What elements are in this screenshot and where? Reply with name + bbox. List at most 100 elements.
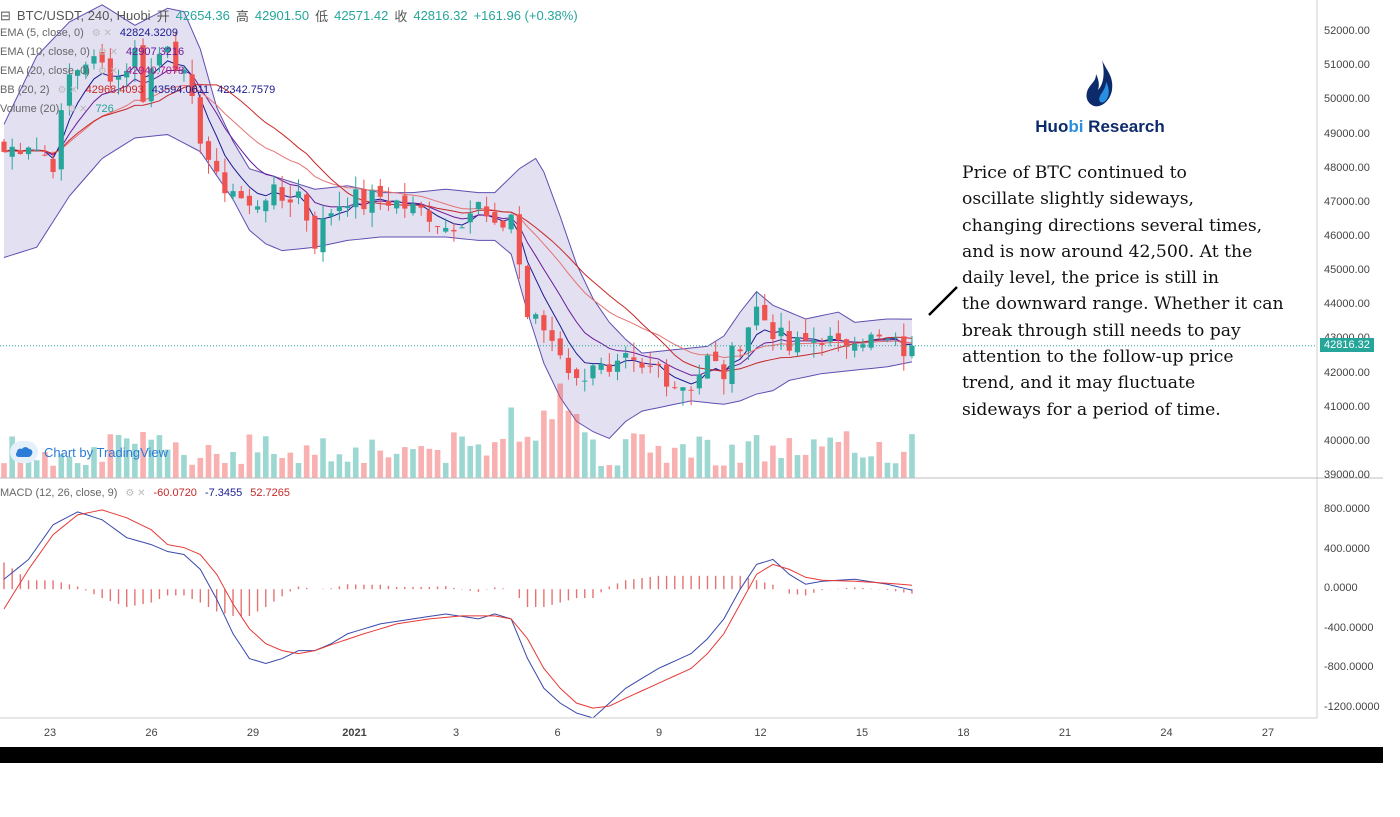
candle <box>320 218 326 253</box>
tradingview-text: Chart by TradingView <box>44 444 169 460</box>
candle <box>394 200 400 209</box>
candle <box>696 374 702 389</box>
price-tick-label: 52000.00 <box>1324 25 1370 38</box>
volume-bar <box>541 410 547 478</box>
symbol-label[interactable]: BTC/USDT, 240, Huobi <box>16 8 151 23</box>
volume-bar <box>745 441 752 478</box>
volume-bar <box>696 436 703 478</box>
price-tick-label: 40000.00 <box>1324 434 1370 447</box>
macd-tick-label: 400.0000 <box>1324 542 1370 555</box>
band-fill <box>4 4 912 439</box>
volume-bar <box>451 432 457 478</box>
candle <box>99 51 105 63</box>
candle <box>115 76 122 80</box>
volume-bar <box>115 434 122 478</box>
price-tick-label: 53000.00 <box>1324 0 1370 3</box>
collapse-icon[interactable]: ⊟ <box>0 7 11 23</box>
indicator-ema20[interactable]: EMA (20, close, 0) ⚙ ✕ 42940.7078 <box>0 65 184 77</box>
candle <box>328 213 334 217</box>
indicator-value: 42824.3209 <box>119 27 179 39</box>
volume-bar <box>156 435 163 478</box>
candle <box>173 41 179 71</box>
ema-line-10 <box>3 69 913 376</box>
last-price-tag: 42816.32 <box>1320 337 1374 352</box>
indicator-macd[interactable]: MACD (12, 26, close, 9) ⚙ ✕ -60.0720 -7.… <box>0 487 290 499</box>
candle <box>524 265 531 317</box>
candle <box>762 304 768 321</box>
volume-bar <box>434 449 441 478</box>
candle <box>893 337 899 339</box>
candle <box>606 364 612 372</box>
volume-bar <box>680 444 686 478</box>
indicator-name: Volume (20) <box>0 103 60 115</box>
bb-basis-line <box>3 84 913 372</box>
volume-bar <box>835 441 842 478</box>
candle <box>745 327 751 352</box>
candle <box>794 337 801 353</box>
logo-word: Huo <box>1035 117 1069 136</box>
volume-bar <box>794 455 801 478</box>
indicator-name: EMA (20, close, 0) <box>0 65 90 77</box>
volume-bar <box>573 413 580 478</box>
candle <box>140 45 146 102</box>
volume-bar <box>205 445 212 478</box>
candle <box>672 387 678 389</box>
candle <box>704 355 711 379</box>
time-tick-label: 27 <box>1261 727 1275 739</box>
candle <box>623 353 629 358</box>
time-tick-label: 9 <box>655 727 663 739</box>
candle <box>639 362 645 368</box>
close-value: 42816.32 <box>413 8 468 23</box>
volume-bar <box>909 434 915 478</box>
volume-bar <box>860 457 866 478</box>
volume-bar <box>761 461 768 478</box>
tradingview-watermark[interactable]: Chart by TradingView <box>10 441 168 463</box>
macd-tick-label: -1200.0000 <box>1324 701 1380 714</box>
candle <box>565 357 572 374</box>
settings-icon[interactable]: ⚙ ✕ <box>67 103 88 115</box>
high-label: 高 <box>235 9 249 24</box>
volume-bar <box>770 445 776 478</box>
candle <box>295 191 302 198</box>
volume-bar <box>361 462 367 478</box>
volume-bar <box>729 444 735 478</box>
indicator-volume[interactable]: Volume (20) ⚙ ✕ 726 <box>0 103 114 115</box>
settings-icon[interactable]: ⚙ ✕ <box>125 487 146 499</box>
candle <box>238 191 244 199</box>
candle <box>500 220 506 228</box>
ema-line-5 <box>3 60 913 385</box>
volume-bar <box>843 431 850 478</box>
volume-bar <box>295 462 302 478</box>
price-tick-label: 44000.00 <box>1324 298 1370 311</box>
volume-bar <box>778 457 784 478</box>
indicator-value: -60.0720 <box>153 487 197 499</box>
candle <box>533 314 539 319</box>
volume-bar <box>622 439 629 478</box>
candle <box>843 339 850 347</box>
volume-bar <box>132 443 138 478</box>
volume-bar <box>50 465 56 478</box>
volume-bar <box>524 436 531 478</box>
settings-icon[interactable]: ⚙ ✕ <box>97 65 118 77</box>
settings-icon[interactable]: ⚙ ✕ <box>91 27 112 39</box>
candle <box>230 191 236 197</box>
time-tick-label: 12 <box>754 727 767 739</box>
candle <box>729 345 735 385</box>
volume-bar <box>99 461 105 478</box>
candle <box>631 357 637 360</box>
volume-bar <box>107 434 114 478</box>
high-value: 42901.50 <box>254 8 310 23</box>
indicator-value: 52.7265 <box>250 487 291 499</box>
indicator-bb[interactable]: BB (20, 2) ⚙ ✕ 42968.4093 43594.0611 423… <box>0 84 275 96</box>
settings-icon[interactable]: ⚙ ✕ <box>57 84 78 96</box>
volume-bar <box>83 464 89 478</box>
macd-tick-label: 800.0000 <box>1324 502 1370 515</box>
volume-bar <box>246 434 253 478</box>
settings-icon[interactable]: ⚙ ✕ <box>97 46 118 58</box>
indicator-ema10[interactable]: EMA (10, close, 0) ⚙ ✕ 42907.3216 <box>0 46 184 58</box>
volume-bar <box>802 454 809 478</box>
candle <box>369 190 375 213</box>
volume-bar <box>328 461 334 478</box>
indicator-ema5[interactable]: EMA (5, close, 0) ⚙ ✕ 42824.3209 <box>0 27 178 39</box>
